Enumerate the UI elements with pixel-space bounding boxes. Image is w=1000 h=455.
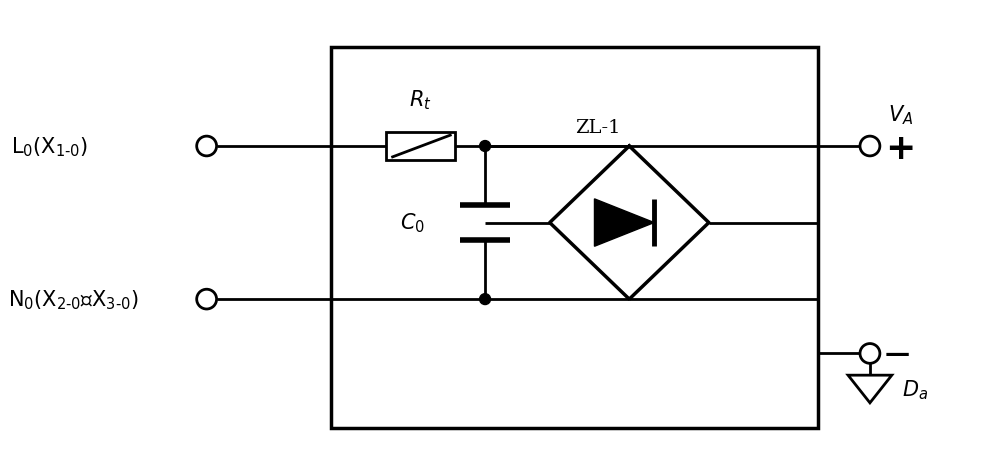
Circle shape	[197, 289, 217, 309]
Text: $\mathrm{L_0(X_{1\text{-}0})}$: $\mathrm{L_0(X_{1\text{-}0})}$	[11, 135, 88, 158]
Circle shape	[860, 137, 880, 157]
Text: $V_A$: $V_A$	[888, 103, 913, 127]
Polygon shape	[848, 375, 892, 403]
Bar	[331, 48, 818, 428]
Bar	[386, 133, 455, 161]
Text: +: +	[885, 131, 915, 166]
Circle shape	[197, 137, 217, 157]
Circle shape	[860, 344, 880, 364]
Polygon shape	[594, 199, 654, 247]
Text: $\mathrm{N_0(X_{2\text{-}0}}$或$\mathrm{X_{3\text{-}0})}$: $\mathrm{N_0(X_{2\text{-}0}}$或$\mathrm{X…	[8, 288, 138, 311]
Text: ZL-1: ZL-1	[575, 119, 620, 137]
Text: $R_t$: $R_t$	[409, 89, 432, 112]
Text: $C_0$: $C_0$	[400, 211, 425, 235]
Text: $D_a$: $D_a$	[902, 377, 928, 401]
Circle shape	[480, 141, 491, 152]
Circle shape	[480, 294, 491, 305]
Text: —: —	[885, 342, 910, 366]
